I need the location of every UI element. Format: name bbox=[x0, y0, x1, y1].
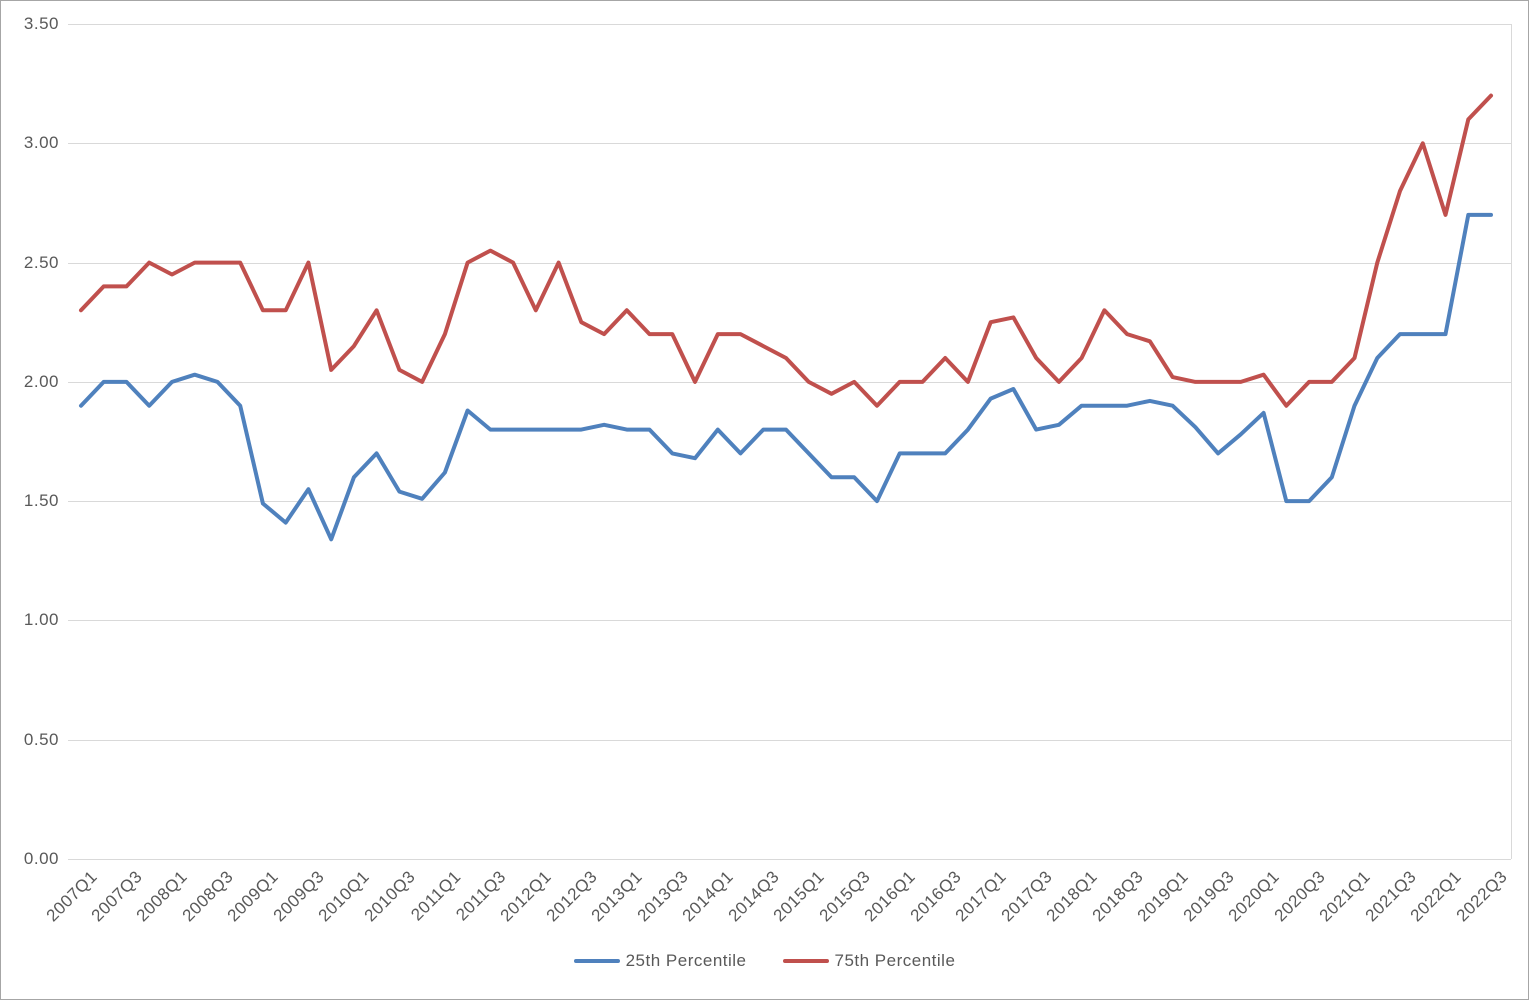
gridline bbox=[68, 382, 1511, 383]
y-axis-label: 3.00 bbox=[23, 133, 59, 153]
gridline bbox=[68, 859, 1511, 860]
y-axis-label: 0.00 bbox=[23, 849, 59, 868]
y-axis-label: 1.50 bbox=[23, 491, 59, 511]
gridline bbox=[68, 740, 1511, 741]
legend-label-75th: 75th Percentile bbox=[834, 951, 956, 970]
y-axis-label: 2.00 bbox=[23, 371, 59, 391]
y-axis-label: 3.50 bbox=[23, 14, 59, 33]
gridline bbox=[68, 263, 1511, 264]
y-axis-label: 0.50 bbox=[23, 729, 59, 749]
legend-item-75th-percentile[interactable]: 75th Percentile bbox=[782, 951, 956, 971]
gridline bbox=[68, 24, 1511, 25]
legend-label-25th: 25th Percentile bbox=[625, 951, 747, 970]
gridline bbox=[68, 501, 1511, 502]
legend-line-swatch-25th bbox=[573, 959, 620, 963]
y-axis-label: 1.00 bbox=[23, 610, 59, 630]
legend-line-swatch-75th bbox=[782, 959, 829, 963]
legend-item-25th-percentile[interactable]: 25th Percentile bbox=[573, 951, 747, 971]
series-line-75th-percentile[interactable] bbox=[79, 93, 1493, 408]
series-line-25th-percentile[interactable] bbox=[79, 212, 1493, 542]
gridline bbox=[68, 143, 1511, 144]
plot-right-border bbox=[1511, 24, 1512, 859]
chart-legend: 25th Percentile 75th Percentile bbox=[1, 951, 1528, 971]
gridline bbox=[68, 620, 1511, 621]
y-axis-label: 2.50 bbox=[23, 252, 59, 272]
